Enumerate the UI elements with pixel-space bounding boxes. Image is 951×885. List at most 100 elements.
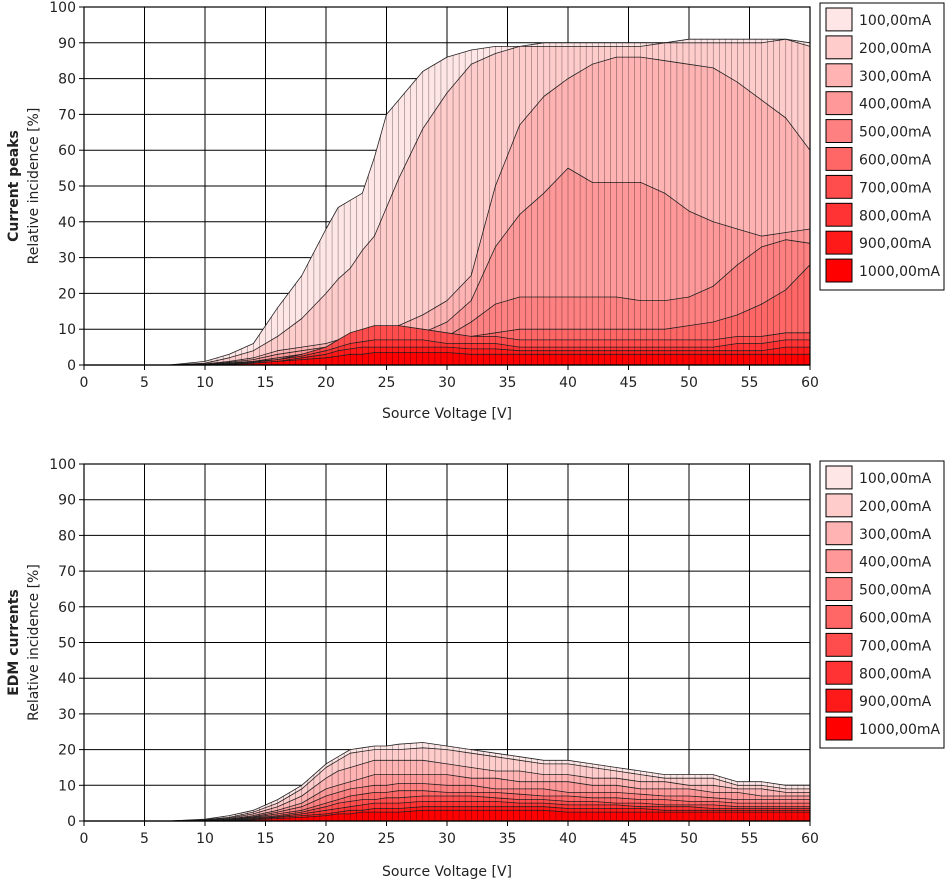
legend-swatch xyxy=(825,716,853,741)
y-tick-label: 30 xyxy=(58,251,76,267)
legend-label: 300,00mA xyxy=(859,527,932,543)
legend-swatch xyxy=(825,174,853,199)
y-tick-label: 0 xyxy=(67,358,76,374)
y-tick-label: 20 xyxy=(58,743,76,759)
y-tick-label: 80 xyxy=(58,528,76,544)
legend-label: 100,00mA xyxy=(859,13,932,29)
legend-label: 700,00mA xyxy=(859,638,932,654)
x-tick-label: 60 xyxy=(801,831,819,847)
legend-swatch xyxy=(825,521,853,546)
legend-label: 200,00mA xyxy=(859,499,932,515)
x-tick-label: 35 xyxy=(499,375,517,391)
x-tick-label: 5 xyxy=(140,831,149,847)
legend-label: 100,00mA xyxy=(859,471,932,487)
y-tick-label: 90 xyxy=(58,36,76,52)
x-tick-label: 40 xyxy=(559,831,577,847)
x-tick-label: 15 xyxy=(257,375,275,391)
legend-swatch xyxy=(825,147,853,171)
x-tick-label: 0 xyxy=(80,831,89,847)
sample-lines xyxy=(204,742,811,821)
y-tick-label: 20 xyxy=(58,286,76,302)
x-tick-label: 50 xyxy=(680,831,698,847)
legend-swatch xyxy=(825,660,853,685)
legend-label: 400,00mA xyxy=(859,555,932,571)
y-axis-title: Relative incidence [%] xyxy=(26,108,42,265)
legend-label: 800,00mA xyxy=(859,666,932,682)
legend-label: 400,00mA xyxy=(859,97,932,113)
x-tick-label: 20 xyxy=(317,375,335,391)
legend-swatch xyxy=(825,632,853,657)
x-tick-label: 50 xyxy=(680,375,698,391)
legend-swatch xyxy=(825,202,853,227)
legend-label: 800,00mA xyxy=(859,208,932,224)
y-tick-label: 0 xyxy=(67,814,76,830)
legend: 100,00mA 200,00mA 300,00mA 400,00mA 500,00mA… xyxy=(819,2,945,291)
y-tick-label: 90 xyxy=(58,493,76,509)
legend-swatch xyxy=(825,493,853,518)
legend: 100,00mA 200,00mA 300,00mA 400,00mA 500,00mA… xyxy=(819,460,945,749)
y-tick-label: 30 xyxy=(58,707,76,723)
y-axis: 0 10 20 30 40 50 60 70 80 90 100 xyxy=(49,457,84,830)
y-tick-label: 50 xyxy=(58,636,76,652)
legend-swatch xyxy=(825,577,853,601)
y-tick-label: 70 xyxy=(58,564,76,580)
x-tick-label: 45 xyxy=(620,375,638,391)
legend-label: 900,00mA xyxy=(859,236,932,252)
legend-label: 900,00mA xyxy=(859,694,932,710)
y-tick-label: 60 xyxy=(58,600,76,616)
y-tick-label: 10 xyxy=(58,778,76,794)
chart-panel-2: 0 5 10 15 20 25 30 35 40 45 50 55 60 0 10 20 30 40 50 60 70 8… xyxy=(6,457,945,880)
x-tick-label: 15 xyxy=(257,831,275,847)
legend-swatch xyxy=(825,63,853,88)
sample-lines xyxy=(204,39,811,365)
y-axis-title: Relative incidence [%] xyxy=(26,564,42,721)
y-tick-label: 40 xyxy=(58,215,76,231)
x-tick-label: 25 xyxy=(378,831,396,847)
y-tick-label: 100 xyxy=(49,457,76,473)
x-tick-label: 5 xyxy=(140,375,149,391)
legend-swatch xyxy=(825,549,853,574)
legend-label: 1000,00mA xyxy=(859,264,941,280)
y-tick-label: 40 xyxy=(58,671,76,687)
y-tick-label: 70 xyxy=(58,107,76,123)
legend-swatch xyxy=(825,35,853,60)
x-tick-label: 45 xyxy=(620,831,638,847)
panel-title: EDM currents xyxy=(6,589,22,696)
x-tick-label: 20 xyxy=(317,831,335,847)
chart-panel-1: 0 5 10 15 20 25 30 35 40 45 50 55 60 0 10 20 30 40 50 60 70 8… xyxy=(6,0,945,422)
x-tick-label: 30 xyxy=(438,375,456,391)
y-tick-label: 100 xyxy=(49,0,76,16)
x-tick-label: 55 xyxy=(741,375,759,391)
legend-label: 1000,00mA xyxy=(859,722,941,738)
legend-swatch xyxy=(825,7,853,32)
y-axis: 0 10 20 30 40 50 60 70 80 90 100 xyxy=(49,0,84,374)
x-axis: 0 5 10 15 20 25 30 35 40 45 50 55 60 xyxy=(80,821,819,847)
x-tick-label: 30 xyxy=(438,831,456,847)
legend-swatch xyxy=(825,605,853,629)
legend-swatch xyxy=(825,465,853,490)
y-tick-label: 10 xyxy=(58,322,76,338)
x-tick-label: 40 xyxy=(559,375,577,391)
y-tick-label: 80 xyxy=(58,72,76,88)
legend-label: 500,00mA xyxy=(859,583,932,599)
panel-title: Current peaks xyxy=(6,130,22,242)
legend-label: 300,00mA xyxy=(859,69,932,85)
legend-swatch xyxy=(825,688,853,713)
x-tick-label: 10 xyxy=(196,375,214,391)
x-axis-title: Source Voltage [V] xyxy=(382,864,512,880)
legend-swatch xyxy=(825,91,853,116)
x-tick-label: 10 xyxy=(196,831,214,847)
legend-label: 600,00mA xyxy=(859,152,932,168)
x-tick-label: 55 xyxy=(741,831,759,847)
legend-label: 500,00mA xyxy=(859,125,932,141)
x-tick-label: 25 xyxy=(378,375,396,391)
legend-swatch xyxy=(825,230,853,255)
x-tick-label: 35 xyxy=(499,831,517,847)
legend-swatch xyxy=(825,119,853,143)
legend-swatch xyxy=(825,258,853,283)
x-axis: 0 5 10 15 20 25 30 35 40 45 50 55 60 xyxy=(80,365,819,391)
legend-label: 700,00mA xyxy=(859,180,932,196)
x-tick-label: 60 xyxy=(801,375,819,391)
legend-label: 600,00mA xyxy=(859,610,932,626)
